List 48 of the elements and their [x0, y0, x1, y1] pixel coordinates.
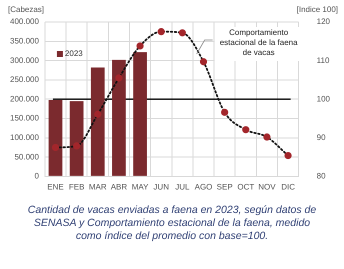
legend-label: 2023: [64, 49, 84, 58]
point: [284, 152, 292, 160]
y2-axis-title: [Indice 100]: [296, 5, 338, 14]
x-tick-label: NOV: [258, 182, 276, 192]
y2-tick-label: 100: [316, 94, 331, 104]
x-tick-label: AGO: [194, 182, 212, 192]
x-tick-label: FEB: [68, 182, 84, 192]
y-tick-label: 100.000: [10, 133, 40, 142]
y-tick-label: 300.000: [10, 56, 40, 65]
y-tick-label: 0: [34, 172, 40, 181]
text: Cantidad de vacas enviadas a faena en 2023, según datos de SENASA y Comportamiento estacional de la faena, medido como índice del promedio con base=100.: [26, 204, 318, 243]
x-tick-label: MAR: [88, 182, 107, 192]
y-tick-label: 350.000: [10, 36, 40, 46]
y-tick-label: 200.000: [10, 94, 40, 104]
bar: [48, 100, 62, 176]
y2-tick-label: 90: [316, 133, 326, 142]
annotation: Comportamiento estacional de la faena de vacas: [220, 28, 298, 58]
point: [178, 29, 186, 36]
x-tick-label: DIC: [281, 182, 296, 192]
point: [136, 42, 144, 50]
point: [52, 144, 60, 152]
bar: [90, 68, 105, 176]
point: [94, 110, 102, 118]
y2-tick-label: 110: [316, 56, 330, 65]
y-tick-label: 250.000: [10, 75, 40, 84]
point: [221, 108, 228, 116]
point: [158, 28, 165, 36]
x-tick-label: JUN: [153, 182, 170, 192]
y2-tick-label: 120: [316, 17, 331, 26]
point: [263, 133, 271, 141]
point: [115, 74, 123, 82]
bar: [70, 101, 84, 176]
bar: [112, 60, 126, 176]
x-tick-label: ENE: [47, 182, 64, 192]
x-tick-label: JUL: [175, 182, 190, 192]
x-tick-label: SEP: [216, 182, 233, 192]
point: [200, 58, 208, 66]
bar: [133, 52, 147, 176]
x-tick-label: OCT: [237, 182, 254, 192]
point: [73, 142, 80, 150]
y-tick-label: 400.000: [10, 17, 40, 26]
y-tick-label: 150.000: [10, 114, 40, 123]
y-tick-label: 50.000: [14, 152, 40, 162]
x-tick-label: MAY: [132, 182, 150, 192]
y2-tick-label: 80: [316, 172, 326, 181]
point: [242, 126, 250, 134]
y-axis-title: [Cabezas]: [8, 5, 44, 14]
x-tick-label: ABR: [110, 182, 128, 192]
